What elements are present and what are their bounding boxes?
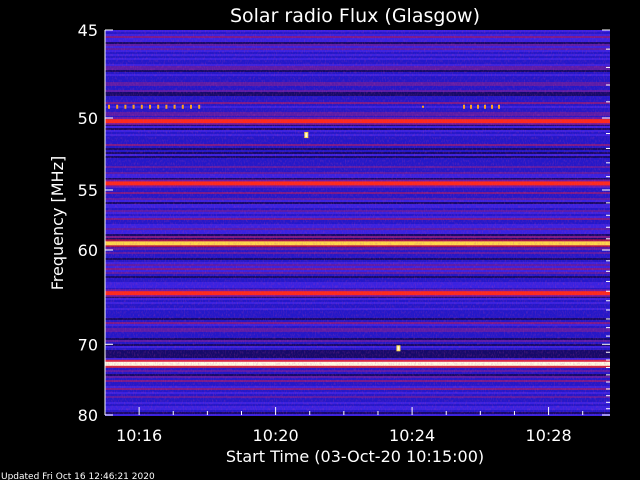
burst-markers [304, 132, 401, 352]
y-tick-label: 60 [78, 241, 98, 260]
chart-title: Solar radio Flux (Glasgow) [230, 5, 480, 27]
dot-marker [116, 104, 119, 109]
dot-marker [140, 104, 143, 109]
x-axis-label: Start Time (03-Oct-20 10:15:00) [226, 447, 484, 466]
plot-area [105, 30, 610, 416]
dot-marker [181, 104, 184, 109]
dot-marker [132, 104, 135, 109]
dot-marker [173, 104, 176, 109]
x-axis: 10:16 10:20 10:24 10:28 [104, 407, 584, 445]
y-axis: 45 50 55 60 70 80 [78, 21, 610, 425]
x-tick-label: 10:20 [253, 426, 299, 445]
y-tick-label: 80 [78, 406, 98, 425]
y-tick-label: 50 [78, 109, 98, 128]
x-tick-label: 10:24 [389, 426, 435, 445]
dot-marker [157, 104, 160, 109]
dot-marker [149, 104, 151, 109]
dot-marker [108, 104, 110, 109]
dot-marker [165, 104, 168, 109]
y-tick-label: 70 [78, 335, 98, 354]
x-tick-label: 10:16 [116, 426, 162, 445]
y-tick-label: 45 [78, 21, 98, 40]
dot-marker [190, 104, 192, 109]
dot-markers [108, 104, 500, 109]
y-tick-label: 55 [78, 181, 98, 200]
dot-marker [491, 104, 493, 109]
updated-footer: Updated Fri Oct 16 12:46:21 2020 [1, 472, 155, 480]
dot-marker [198, 104, 201, 109]
dot-marker [477, 104, 479, 109]
dot-marker [470, 104, 472, 109]
burst-core [305, 133, 308, 138]
dot-marker [124, 104, 127, 109]
y-axis-label: Frequency [MHz] [48, 156, 67, 290]
dot-marker [498, 104, 500, 109]
x-tick-label: 10:28 [526, 426, 572, 445]
dot-marker [422, 105, 424, 108]
burst-core [397, 346, 400, 351]
spectrogram-noise [105, 30, 610, 415]
dot-marker [463, 104, 465, 109]
dot-marker [484, 104, 486, 109]
